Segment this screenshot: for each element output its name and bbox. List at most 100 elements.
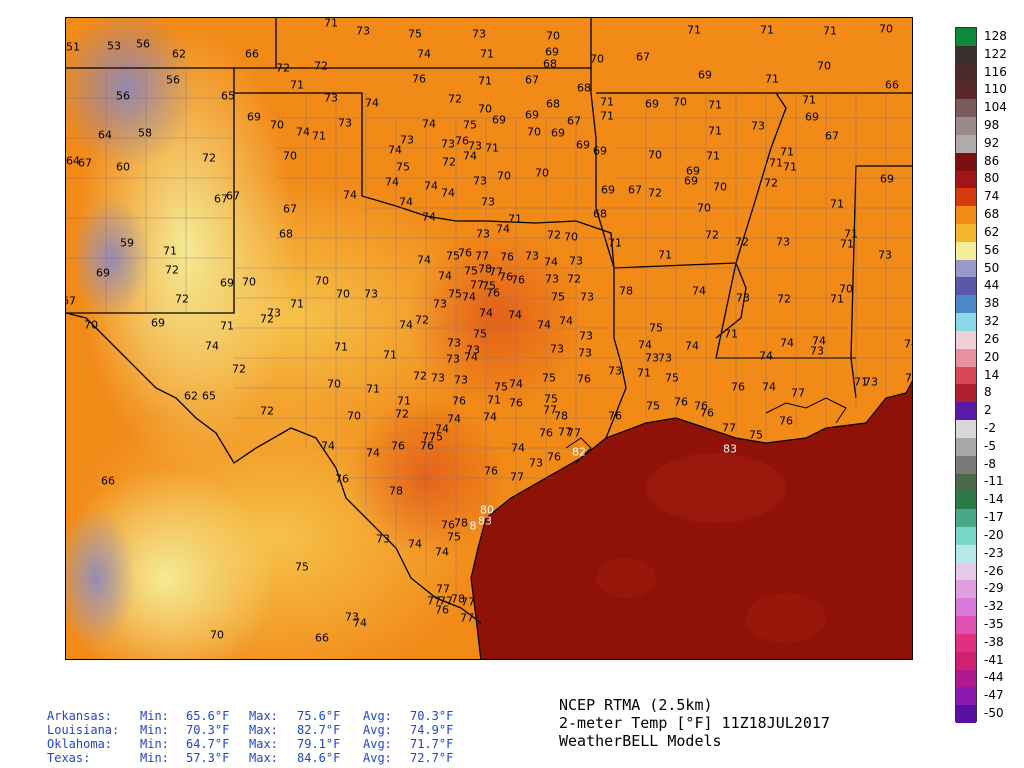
temperature-value: 75 [482,279,496,293]
temperature-value: 76 [694,399,708,413]
temperature-value: 74 [424,179,438,193]
temperature-value: 74 [417,47,431,61]
stats-min-label: Min: [140,709,169,723]
stats-avg: 74.9°F [410,723,454,737]
temperature-value: 75 [905,371,912,385]
colorbar-segment [956,384,976,403]
colorbar-segment [956,45,976,65]
temperature-value: 74 [464,350,478,364]
colorbar-segment [956,63,976,82]
temperature-value: 76 [458,246,472,260]
temperature-value: 70 [478,102,492,116]
temperature-value: 71 [708,98,722,112]
temperature-value: 77 [558,425,572,439]
temperature-value: 74 [343,188,357,202]
temperature-value: 70 [242,275,256,289]
colorbar-segment [956,687,976,706]
temperature-value: 73 [550,342,564,356]
temperature-value: 73 [473,174,487,188]
temperature-value: 71 [290,78,304,92]
temperature-value: 72 [413,369,427,383]
temperature-value: 73 [545,272,559,286]
colorbar-tick-label: 98 [984,118,1000,132]
temperature-value: 71 [334,340,348,354]
stats-row-oklahoma: Oklahoma: Min: 64.7°F Max: 79.1°F Avg: 7… [47,737,477,751]
colorbar-segment [956,224,976,243]
temperature-value: 74 [366,446,380,460]
temperature-value: 73 [608,364,622,378]
temperature-value: 71 [802,93,816,107]
temperature-value: 76 [499,270,513,284]
temperature-value: 64 [66,154,80,168]
temperature-value: 73 [267,306,281,320]
temperature-value: 76 [452,394,466,408]
temperature-value: 73 [356,24,370,38]
temperature-value: 72 [705,228,719,242]
temperature-value: 75 [429,430,443,444]
temperature-value: 71 [783,160,797,174]
temperature-value: 78 [619,284,633,298]
temperature-value: 70 [283,149,297,163]
temperature-value: 69 [645,97,659,111]
temperature-value: 73 [454,373,468,387]
stats-avg-label: Avg: [363,751,392,765]
temperature-value: 74 [447,412,461,426]
colorbar-segment [956,598,976,617]
temperature-value: 77 [436,582,450,596]
temperature-value: 73 [364,287,378,301]
stats-max: 84.6°F [297,751,341,765]
temperature-value: 71 [220,319,234,333]
temperature-value: 58 [138,126,152,140]
temperature-value: 73 [345,610,359,624]
colorbar-tick-label: -20 [984,527,1004,542]
temperature-value: 75 [542,371,556,385]
temperature-value: 68 [279,227,293,241]
temperature-value: 67 [825,129,839,143]
temperature-value: 71 [780,145,794,159]
temperature-value: 73 [525,249,539,263]
temperature-value: 75 [295,560,309,574]
temperature-value: 71 [840,237,854,251]
temperature-value: 74 [321,439,335,453]
stats-state: Texas: [47,751,91,765]
temperature-value: 77 [510,470,524,484]
temperature-value: 74 [537,318,551,332]
temperature-value: 77 [461,595,475,609]
temperature-value: 74 [441,186,455,200]
temperature-value: 69 [96,266,110,280]
temperature-value: 71 [290,297,304,311]
temperature-value: 74 [479,306,493,320]
temperature-value: 73 [466,343,480,357]
temperature-value: 71 [312,129,326,143]
temperature-value: 70 [879,22,893,36]
temperature-value: 73 [810,344,824,358]
temperature-value: 71 [608,236,622,250]
stats-max-label: Max: [249,737,278,751]
temperature-value: 74 [399,318,413,332]
temperature-value: 56 [136,37,150,51]
colorbar-segment [956,188,976,207]
stats-max: 82.7°F [297,723,341,737]
colorbar-tick-label: -50 [984,706,1004,721]
temperature-value: 66 [885,78,899,92]
temperature-value: 73 [476,227,490,241]
temperature-value: 78 [389,484,403,498]
colorbar-segment [956,366,976,385]
temperature-value: 73 [447,336,461,350]
temperature-value: 70 [564,230,578,244]
colorbar-segment [956,117,976,136]
temperature-value: 59 [120,236,134,250]
colorbar-tick-label: 44 [984,278,1000,293]
temperature-value: 75 [544,392,558,406]
stats-max-label: Max: [249,723,278,737]
temperature-value: 69 [525,108,539,122]
temperature-value: 71 [383,348,397,362]
temperature-value: 72 [764,176,778,190]
temperature-value: 71 [324,17,338,30]
temperature-value: 77 [460,611,474,625]
temperature-value: 67 [283,202,297,216]
temperature-value: 76 [509,396,523,410]
colorbar-tick-label: 80 [984,171,1000,186]
temperature-value: 74 [496,222,510,236]
temperature-value: 70 [84,318,98,332]
